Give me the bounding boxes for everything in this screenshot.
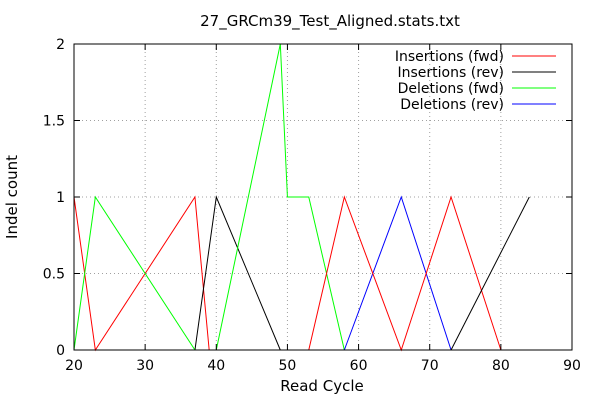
x-axis-label: Read Cycle bbox=[280, 377, 363, 395]
chart-title: 27_GRCm39_Test_Aligned.stats.txt bbox=[200, 12, 460, 31]
y-tick-label: 0 bbox=[56, 343, 65, 359]
y-tick-label: 1.5 bbox=[43, 114, 65, 130]
x-tick-label: 20 bbox=[65, 358, 83, 374]
x-tick-label: 40 bbox=[207, 358, 225, 374]
x-tick-label: 70 bbox=[421, 358, 439, 374]
series-line-deletions-rev bbox=[343, 195, 452, 351]
series-line-deletions-fwd bbox=[73, 43, 345, 351]
series-line-segment-4 bbox=[308, 195, 502, 352]
series-layer bbox=[73, 43, 530, 352]
x-tick-label: 80 bbox=[492, 358, 510, 374]
legend-label: Deletions (fwd) bbox=[398, 81, 504, 97]
y-tick-label: 1 bbox=[56, 190, 65, 206]
legend-label: Deletions (rev) bbox=[400, 97, 504, 113]
series-line-segment-5 bbox=[450, 196, 530, 351]
x-tick-label: 60 bbox=[350, 358, 368, 374]
tick-layer: 20 30 40 50 60 70 80 90 0 0.5 1 1.5 2 bbox=[43, 37, 581, 374]
y-tick-label: 0.5 bbox=[43, 267, 65, 283]
series-line-insertions-rev bbox=[194, 195, 281, 351]
y-axis-label: Indel count bbox=[3, 155, 21, 239]
legend: Insertions (fwd)Insertions (rev)Deletion… bbox=[395, 49, 556, 113]
x-tick-label: 30 bbox=[136, 358, 154, 374]
x-tick-label: 90 bbox=[563, 358, 581, 374]
legend-label: Insertions (rev) bbox=[398, 65, 505, 81]
y-tick-label: 2 bbox=[56, 37, 65, 53]
legend-label: Insertions (fwd) bbox=[395, 49, 504, 65]
x-tick-label: 50 bbox=[279, 358, 297, 374]
